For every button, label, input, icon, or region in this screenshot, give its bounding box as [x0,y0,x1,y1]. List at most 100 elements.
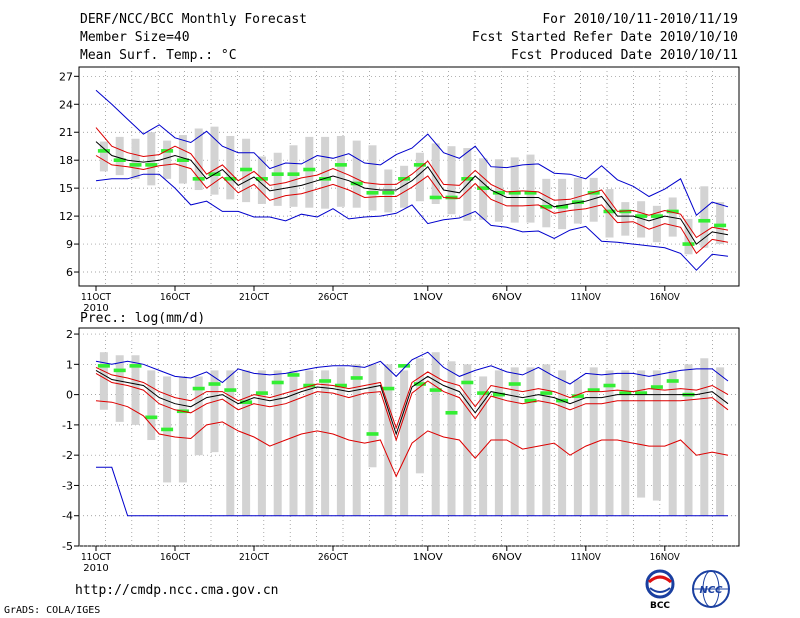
spread-box [305,136,314,208]
spread-box [400,165,409,208]
spread-box [542,364,551,516]
x-tick-label: 21OCT [239,552,270,563]
obs-mark [176,158,189,162]
obs-mark [429,388,442,392]
spread-box [684,218,693,255]
fcst-started-date: Fcst Started Refer Date 2010/10/10 [471,30,738,45]
obs-mark [287,373,300,377]
spread-box [226,135,235,200]
obs-mark [350,181,363,186]
obs-mark [366,432,379,436]
x-tick-label: 11OCT [81,552,112,563]
x-tick-label: 16NOV [650,292,680,303]
spread-box [510,367,519,516]
series-mean [95,141,729,245]
x-tick-label: 1NOV [413,552,443,563]
obs-mark [429,195,442,200]
x-tick-label: 11NOV [571,552,601,563]
obs-mark [508,382,521,386]
obs-mark [129,364,142,368]
spread-box [115,136,124,176]
x-tick-label: 6NOV [492,552,522,563]
spread-box [415,152,424,202]
obs-mark [255,391,268,395]
obs-mark [540,391,553,395]
y-tick-label: -5 [62,540,73,553]
spread-box [131,138,140,179]
spread-box [368,145,377,211]
chart-title: DERF/NCC/BCC Monthly Forecast [80,12,307,27]
spread-box [652,205,661,243]
obs-mark [698,218,711,223]
x-tick-label: 11NOV [571,292,601,303]
precip-title: Prec.: log(mm/d) [80,311,205,326]
obs-mark [524,398,537,403]
x-tick-label: 16OCT [160,552,191,563]
spread-box [510,157,519,223]
obs-mark [666,379,679,383]
obs-mark [97,149,110,153]
x-tick-label: 11OCT [81,292,112,303]
y-tick-label: -3 [62,479,73,492]
obs-mark [271,380,284,385]
spread-box [463,364,472,516]
series-spread-upper [95,366,729,430]
spread-box [716,202,725,245]
spread-box [352,364,361,516]
y-tick-label: 2 [66,328,73,341]
y-tick-label: 27 [59,70,73,83]
obs-mark [113,158,126,162]
panel-2: -5 -4 -3 -2 -1 0 1 2 11OCT 16OCT 21OCT 26OCT 1NOV 6NO… [62,327,740,574]
x-tick-label: 6NOV [492,292,522,303]
forecast-period: For 2010/10/11-2010/11/19 [542,12,738,27]
y-tick-label: 1 [66,358,73,371]
spread-box [589,367,598,516]
spread-box [652,370,661,501]
spread-box [336,367,345,516]
spread-box [194,376,203,456]
obs-mark [413,382,426,386]
obs-mark [603,383,616,388]
y-tick-label: 0 [66,389,73,402]
spread-box [115,355,124,422]
obs-mark [492,191,505,195]
obs-mark [666,209,679,214]
obs-mark [113,368,126,373]
obs-mark [145,415,158,420]
spread-box [573,379,582,516]
spread-box [494,370,503,516]
obs-mark [334,163,347,167]
obs-mark [382,386,395,391]
series-max [95,89,729,217]
panel-1: 6 9 12 15 18 21 24 27 11OCT 16OCT 21OCT 26OCT 1NOV 6N… [59,66,740,314]
source-url[interactable]: http://cmdp.ncc.cma.gov.cn [75,583,279,598]
obs-mark [619,391,632,395]
spread-box [605,370,614,516]
variable-label: Mean Surf. Temp.: °C [80,48,237,63]
obs-mark [682,242,695,246]
svg-text:NCC: NCC [699,585,723,596]
spread-box [226,370,235,516]
spread-box [178,376,187,483]
fcst-produced-date: Fcst Produced Date 2010/10/11 [511,48,738,63]
obs-mark [303,167,316,172]
obs-mark [714,223,727,228]
series-spread-lower [95,155,729,255]
spread-box [494,159,503,222]
spread-box [147,370,156,441]
series-min [95,173,729,271]
spread-box [700,186,709,248]
obs-mark [413,163,426,167]
spread-box [716,367,725,516]
y-tick-label: 18 [59,154,73,167]
obs-mark [161,427,174,432]
spread-box [242,370,251,516]
obs-mark [461,177,474,181]
spread-box [368,364,377,468]
spread-box [352,140,361,208]
obs-mark [524,191,537,195]
obs-mark [224,388,237,392]
spread-box [321,370,330,516]
x-year-label: 2010 [83,563,108,574]
spread-box [99,352,108,410]
